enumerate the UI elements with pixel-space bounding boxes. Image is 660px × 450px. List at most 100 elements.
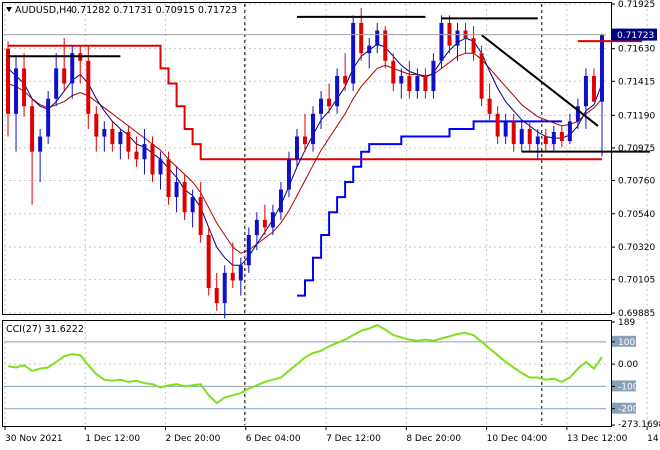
candle-body (335, 75, 340, 107)
price-tick-label: 0.70105 (618, 276, 655, 286)
candle-body (62, 68, 67, 84)
time-tick-label: 13 Dec 12:00 (567, 434, 628, 444)
current-price-tag (612, 28, 657, 41)
candle-body (262, 219, 267, 228)
time-tick-label: 8 Dec 20:00 (406, 434, 461, 444)
candle-body (503, 121, 508, 137)
candle-body (519, 128, 524, 145)
candle-body (174, 181, 179, 198)
price-tick-label: 0.71190 (618, 111, 655, 121)
candle-body (511, 121, 516, 145)
candlesticks (6, 7, 604, 319)
cci-y-axis: 189 100 0.00 -100 -200 -273.1698 (611, 318, 660, 430)
candle-body (455, 30, 460, 46)
candle-body (551, 131, 556, 145)
candle-body (238, 265, 243, 281)
price-tick-label: 0.70975 (618, 144, 655, 154)
time-tick-label: 10 Dec 04:00 (487, 434, 548, 444)
cci-level-tag (612, 402, 636, 414)
candle-body (182, 181, 187, 213)
candle-body (567, 121, 572, 142)
price-tick-label: 0.71630 (618, 45, 655, 55)
cci-grid (4, 322, 648, 425)
trend-line (480, 34, 599, 127)
candle-body (383, 30, 388, 61)
price-tick-label: 0.69885 (618, 309, 655, 319)
candle-body (311, 113, 316, 145)
candle-body (254, 219, 259, 235)
price-tick-label: 0.70760 (618, 176, 655, 186)
candle-body (351, 22, 356, 84)
candle-body (86, 60, 91, 114)
cci-levels (4, 341, 606, 410)
cci-tick-label: 100 (618, 338, 635, 348)
candle-body (102, 128, 107, 137)
price-tick-label: 0.70320 (618, 243, 655, 253)
cci-tick-label: 0.00 (618, 360, 638, 370)
candle-body (303, 136, 307, 145)
candle-body (190, 197, 195, 213)
candle-body (423, 75, 428, 92)
candle-body (495, 113, 500, 137)
candle-body (294, 136, 299, 160)
candle-body (278, 189, 283, 213)
ohlc-label: 0.71282 0.71731 0.70915 0.71723 (71, 5, 237, 16)
trend-lines (8, 15, 651, 153)
candle-body (479, 53, 484, 99)
candle-body (166, 159, 171, 198)
time-x-axis: 30 Nov 2021 1 Dec 12:00 2 Dec 20:00 6 Dec 0… (4, 426, 660, 444)
time-tick-label: 30 Nov 2021 (5, 434, 63, 444)
header-triangle-icon (6, 7, 12, 12)
candle-body (391, 60, 396, 84)
candle-body (150, 144, 155, 175)
cci-tick-label: -200 (618, 405, 639, 415)
candle-body (375, 30, 380, 46)
candle-body (94, 113, 99, 137)
candle-body (142, 144, 147, 160)
price-panel-header: AUDUSD,H4 0.71282 0.71731 0.70915 0.7172… (6, 5, 237, 16)
price-tick-label: 0.71415 (618, 77, 655, 87)
symbol-label: AUDUSD,H4 (15, 5, 72, 16)
candle-body (30, 106, 35, 152)
candle-body (22, 68, 27, 107)
day-separators (244, 4, 543, 425)
candle-body (367, 45, 372, 54)
cci-tick-label: -273.1698 (618, 420, 660, 430)
cci-tick-label: 189 (618, 318, 635, 328)
candle-body (126, 131, 131, 152)
candle-body (286, 159, 291, 190)
price-tick-label: 0.70540 (618, 210, 655, 220)
candle-body (591, 75, 596, 102)
candle-body (471, 38, 476, 54)
cci-title: CCI(27) 31.6222 (6, 324, 84, 335)
candle-body (230, 272, 235, 281)
candle-body (415, 75, 420, 92)
price-tick-label: 0.71925 (618, 0, 655, 10)
candle-body (431, 60, 436, 92)
price-y-axis: 0.71925 0.71630 0.71415 0.71190 0.70975 0.707… (4, 0, 657, 319)
candle-body (399, 75, 404, 84)
cci-series (7, 323, 603, 405)
cci-panel-frame (2, 320, 612, 427)
candle-body (487, 98, 492, 114)
candle-body (575, 106, 580, 122)
upper-band-line (8, 44, 602, 161)
candle-body (110, 128, 115, 145)
time-tick-label: 2 Dec 20:00 (166, 434, 221, 444)
candle-body (359, 22, 364, 54)
candle-body (407, 75, 412, 92)
candle-body (158, 159, 163, 175)
candle-body (535, 136, 540, 145)
candle-body (46, 98, 51, 137)
candle-body (543, 136, 548, 145)
lower-band-line (297, 120, 562, 297)
candle-body (343, 75, 348, 84)
cci-line (7, 323, 603, 405)
candle-body (327, 98, 332, 107)
candle-body (246, 234, 251, 266)
time-tick-label: 7 Dec 12:00 (326, 434, 381, 444)
candle-body (118, 131, 123, 145)
candle-body (599, 35, 604, 102)
candle-body (319, 98, 324, 114)
